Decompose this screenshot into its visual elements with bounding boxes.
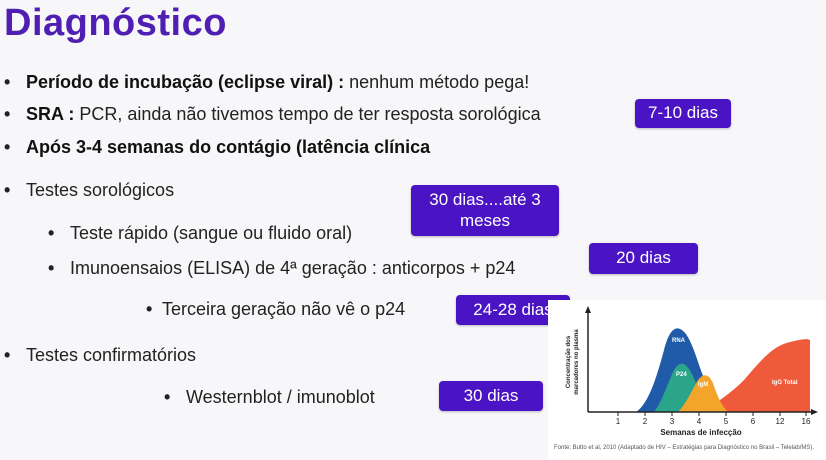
series-igg-total-area xyxy=(706,339,810,412)
x-tick-label: 2 xyxy=(643,417,648,426)
y-axis-label-line1: Concentração dos xyxy=(566,335,572,388)
bullet-confirmatory-tests: • Testes confirmatórios xyxy=(4,345,196,366)
rapid-test-text: Teste rápido (sangue ou fluido oral) xyxy=(70,223,353,243)
badge-text: 7-10 dias xyxy=(648,103,718,123)
incubation-text: nenhum método pega! xyxy=(344,72,530,92)
badge-text: 24-28 dias xyxy=(473,299,553,319)
bullet-dot: • xyxy=(48,223,55,243)
bullet-dot: • xyxy=(4,104,11,124)
third-generation-text: Terceira geração não vê o p24 xyxy=(162,299,406,319)
bullet-dot: • xyxy=(4,345,11,365)
badge-text: 30 dias xyxy=(463,385,519,405)
x-tick-label: 4 xyxy=(697,417,702,426)
chart-caption: Fonte: Butto et al, 2010 (Adaptado de HI… xyxy=(554,445,815,451)
marker-chart-svg: 1 2 3 4 5 6 12 16 RNA P24 IgM IgG Total … xyxy=(566,306,818,437)
series-label-p24: P24 xyxy=(676,372,687,378)
y-axis-label-line2: marcadores no plasma xyxy=(574,329,580,395)
incubation-label: Período de incubação (eclipse viral) : xyxy=(26,72,345,92)
bullet-incubation: • Período de incubação (eclipse viral) : … xyxy=(4,72,529,93)
series-label-rna: RNA xyxy=(672,338,686,344)
page-title: Diagnóstico xyxy=(4,2,227,44)
series-igm-area xyxy=(678,375,728,412)
x-tick-label: 5 xyxy=(724,417,729,426)
marker-chart: 1 2 3 4 5 6 12 16 RNA P24 IgM IgG Total … xyxy=(548,300,826,460)
elisa-text: Imunoensaios (ELISA) de 4ª geração : ant… xyxy=(70,258,516,278)
bullet-dot: • xyxy=(164,387,171,407)
bullet-dot: • xyxy=(4,180,11,200)
sra-label: SRA : xyxy=(26,104,75,124)
confirmatory-tests-text: Testes confirmatórios xyxy=(26,345,197,365)
bullet-latency: • Após 3-4 semanas do contágio (latência … xyxy=(4,137,430,158)
badge-text-line2: meses xyxy=(459,210,511,230)
x-axis-arrow xyxy=(811,409,818,415)
y-axis-arrow xyxy=(585,306,591,313)
x-tick-label: 1 xyxy=(616,417,621,426)
bullet-dot: • xyxy=(146,299,153,319)
bullet-dot: • xyxy=(4,72,11,92)
bullet-serological-tests: • Testes sorológicos xyxy=(4,180,174,201)
serological-tests-text: Testes sorológicos xyxy=(26,180,175,200)
bullet-rapid-test: • Teste rápido (sangue ou fluido oral) xyxy=(48,223,352,244)
badge-30-days-3-months: 30 dias....até 3 meses xyxy=(411,185,559,236)
badge-30-days: 30 dias xyxy=(439,381,543,411)
badge-7-10-days: 7-10 dias xyxy=(635,99,731,128)
bullet-sra: • SRA : PCR, ainda não tivemos tempo de t… xyxy=(4,104,541,125)
badge-text-line1: 30 dias....até 3 xyxy=(429,190,541,210)
x-tick-label: 6 xyxy=(751,417,756,426)
bullet-westernblot: • Westernblot / imunoblot xyxy=(164,387,375,408)
westernblot-text: Westernblot / imunoblot xyxy=(186,387,375,407)
bullet-dot: • xyxy=(48,258,55,278)
sra-text: PCR, ainda não tivemos tempo de ter resp… xyxy=(74,104,541,124)
x-axis-label: Semanas de infecção xyxy=(660,428,741,437)
x-tick-label: 16 xyxy=(802,417,811,426)
latency-label: Após 3-4 semanas do contágio (latência c… xyxy=(26,137,431,157)
badge-20-days: 20 dias xyxy=(589,243,698,274)
x-tick-label: 12 xyxy=(776,417,785,426)
badge-text: 20 dias xyxy=(616,248,671,268)
x-tick-label: 3 xyxy=(670,417,675,426)
bullet-dot: • xyxy=(4,137,11,157)
series-label-igg-total: IgG Total xyxy=(772,380,798,386)
series-label-igm: IgM xyxy=(698,382,708,388)
bullet-third-generation: • Terceira geração não vê o p24 xyxy=(146,299,405,320)
bullet-elisa: • Imunoensaios (ELISA) de 4ª geração : an… xyxy=(48,258,515,279)
